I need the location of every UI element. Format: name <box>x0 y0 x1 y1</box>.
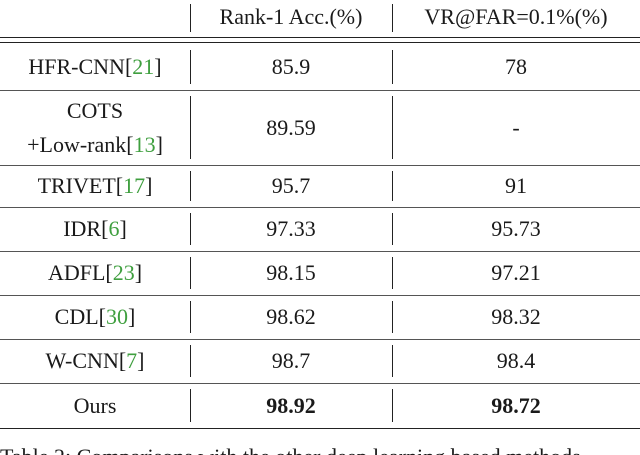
rank1-cell: 85.9 <box>271 54 311 79</box>
rank1-cell: 98.92 <box>266 392 316 418</box>
separator <box>190 345 192 377</box>
rank1-cell: 95.7 <box>271 173 311 198</box>
separator <box>190 389 192 422</box>
header-cell: VR@FAR=0.1%(%) <box>424 4 608 29</box>
header-cell: Rank-1 Acc.(%) <box>219 4 363 29</box>
method-name: Ours <box>73 392 117 418</box>
citation: 6 <box>108 216 120 241</box>
separator <box>392 257 394 289</box>
rank1-cell: 98.15 <box>266 260 316 285</box>
method-name: TRIVET <box>37 173 116 198</box>
method-cell: IDR[6] <box>63 216 127 241</box>
caption: Table 2: Comparisons with the other deep… <box>0 440 640 455</box>
method-cell: TRIVET[17] <box>37 173 153 198</box>
separator <box>190 171 192 201</box>
separator <box>392 96 394 159</box>
rule <box>0 165 640 166</box>
method-cell: W-CNN[7] <box>45 348 145 373</box>
rule <box>0 383 640 384</box>
rule <box>0 90 640 91</box>
separator <box>392 301 394 333</box>
vr-cell: 97.21 <box>491 260 541 285</box>
method-name: HFR-CNN <box>28 54 125 79</box>
method-cell: Ours <box>0 389 190 423</box>
rule <box>0 251 640 252</box>
separator <box>190 50 192 84</box>
citation: 30 <box>106 304 128 329</box>
separator <box>190 4 192 32</box>
method-cell: COTS <box>0 94 190 128</box>
separator <box>392 389 394 422</box>
separator <box>392 50 394 84</box>
separator <box>392 4 394 32</box>
method-cell: CDL[30] <box>54 304 136 329</box>
method-name: W-CNN <box>45 348 119 373</box>
method-cell: HFR-CNN[21] <box>28 54 162 79</box>
separator <box>190 301 192 333</box>
citation: 23 <box>112 260 135 285</box>
vr-cell: 98.72 <box>491 392 541 418</box>
vr-cell: 95.73 <box>491 216 541 241</box>
rank1-cell: 97.33 <box>266 216 316 241</box>
citation: 13 <box>133 131 156 157</box>
rule <box>0 295 640 296</box>
method-cell: +Low-rank[13] <box>27 131 163 157</box>
vr-cell: - <box>512 114 520 140</box>
citation: 17 <box>123 173 146 198</box>
vr-cell: 98.4 <box>496 348 536 373</box>
separator <box>190 257 192 289</box>
separator <box>392 345 394 377</box>
citation: 7 <box>126 348 138 373</box>
rank1-cell: 98.62 <box>266 304 316 329</box>
rule <box>0 428 640 430</box>
method-name: CDL <box>54 304 99 329</box>
method-name: IDR <box>63 216 102 241</box>
vr-cell: 78 <box>505 54 527 79</box>
citation: 21 <box>132 54 155 79</box>
rank1-cell: 89.59 <box>266 114 316 140</box>
vr-cell: 98.32 <box>491 304 541 329</box>
separator <box>190 213 192 245</box>
method-name: COTS <box>66 97 124 123</box>
separator <box>392 171 394 201</box>
separator <box>190 96 192 159</box>
rule <box>0 207 640 208</box>
rule <box>0 37 640 39</box>
method-name: ADFL <box>47 260 106 285</box>
method-cell: ADFL[23] <box>47 260 143 285</box>
rule <box>0 339 640 340</box>
method-name: +Low-rank <box>27 131 127 157</box>
rule <box>0 42 640 44</box>
vr-cell: 91 <box>505 173 527 198</box>
separator <box>392 213 394 245</box>
rank1-cell: 98.7 <box>271 348 311 373</box>
